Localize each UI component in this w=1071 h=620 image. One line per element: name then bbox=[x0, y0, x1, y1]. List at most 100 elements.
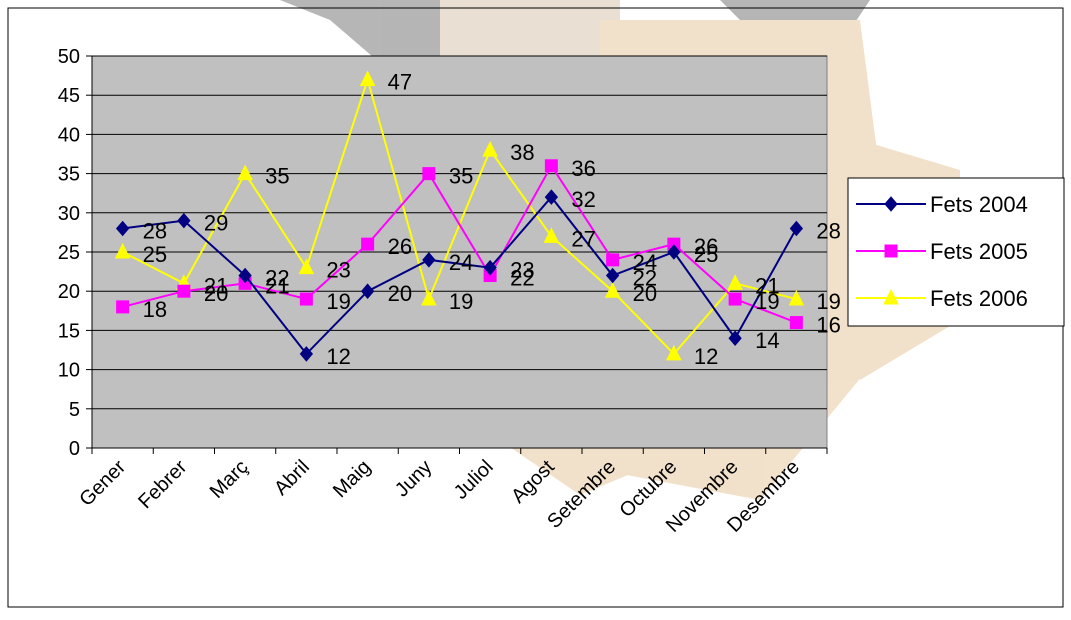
legend-label: Fets 2004 bbox=[930, 192, 1028, 217]
data-label: 12 bbox=[326, 344, 350, 369]
data-label: 18 bbox=[143, 297, 167, 322]
x-tick-label: Febrer bbox=[134, 456, 191, 513]
data-label: 25 bbox=[694, 242, 718, 267]
legend-entry: Fets 2006 bbox=[856, 286, 1028, 311]
y-tick-label: 50 bbox=[58, 46, 80, 68]
data-label: 19 bbox=[449, 289, 473, 314]
data-point-triangle bbox=[727, 274, 743, 290]
data-label: 12 bbox=[694, 344, 718, 369]
data-point-triangle bbox=[421, 289, 437, 306]
plot-area bbox=[91, 55, 828, 449]
x-tick-label: Març bbox=[206, 456, 253, 503]
series-fets-2005 bbox=[116, 159, 803, 330]
data-label: 28 bbox=[816, 218, 840, 243]
data-label: 25 bbox=[143, 242, 167, 267]
data-point-diamond bbox=[789, 220, 804, 237]
data-point-triangle bbox=[298, 258, 315, 275]
data-point-triangle bbox=[604, 282, 621, 298]
series-fets-2004 bbox=[115, 189, 804, 362]
data-label: 19 bbox=[755, 289, 779, 314]
data-label: 22 bbox=[265, 266, 289, 291]
data-label: 19 bbox=[326, 289, 350, 314]
y-tick-label: 5 bbox=[69, 399, 80, 421]
data-point-diamond bbox=[115, 220, 130, 237]
data-point-triangle bbox=[543, 227, 560, 243]
data-point-triangle bbox=[883, 288, 899, 305]
data-point-square bbox=[116, 300, 130, 314]
data-label: 21 bbox=[204, 273, 228, 298]
data-label: 20 bbox=[388, 281, 412, 306]
y-tick-label: 45 bbox=[58, 85, 80, 107]
x-tick-label: Juliol bbox=[450, 456, 498, 504]
data-point-diamond bbox=[728, 330, 742, 347]
data-point-triangle bbox=[788, 289, 805, 306]
data-label: 19 bbox=[816, 289, 840, 314]
data-label: 16 bbox=[816, 313, 840, 338]
y-tick-label: 15 bbox=[58, 320, 80, 342]
y-tick-label: 20 bbox=[58, 281, 80, 303]
data-label: 27 bbox=[571, 226, 595, 251]
data-point-diamond bbox=[422, 252, 436, 268]
data-point-triangle bbox=[114, 242, 131, 259]
data-label: 36 bbox=[571, 156, 595, 181]
data-label: 20 bbox=[633, 281, 657, 306]
data-label: 26 bbox=[388, 234, 412, 259]
data-point-diamond bbox=[177, 212, 191, 229]
data-point-diamond bbox=[667, 244, 681, 260]
data-point-diamond bbox=[483, 259, 497, 276]
x-tick-label: Abril bbox=[270, 456, 314, 500]
series-line bbox=[122, 195, 798, 356]
data-label: 26 bbox=[694, 234, 718, 259]
y-tick-label: 25 bbox=[58, 242, 80, 264]
legend-entry: Fets 2004 bbox=[856, 192, 1028, 217]
data-point-square bbox=[544, 159, 558, 173]
data-point-triangle bbox=[482, 140, 498, 157]
data-label: 28 bbox=[143, 218, 167, 243]
x-tick-label: Maig bbox=[329, 456, 375, 502]
y-tick-label: 10 bbox=[58, 360, 80, 382]
data-point-diamond bbox=[544, 189, 559, 205]
data-label: 21 bbox=[265, 273, 289, 298]
data-point-square bbox=[177, 284, 191, 298]
legend-label: Fets 2005 bbox=[930, 239, 1028, 264]
y-tick-label: 0 bbox=[69, 438, 80, 460]
data-point-square bbox=[884, 244, 898, 258]
data-label: 23 bbox=[326, 258, 350, 283]
data-label: 32 bbox=[571, 187, 595, 212]
data-point-diamond bbox=[238, 267, 252, 284]
data-label: 21 bbox=[755, 273, 779, 298]
data-label: 38 bbox=[510, 140, 534, 165]
data-point-square bbox=[606, 253, 620, 267]
x-tick-label: Gener bbox=[75, 456, 130, 511]
data-label: 47 bbox=[388, 70, 412, 95]
data-point-diamond bbox=[605, 267, 620, 284]
data-point-square bbox=[789, 316, 803, 330]
data-label: 35 bbox=[265, 164, 289, 189]
data-label: 24 bbox=[449, 250, 473, 275]
legend-entry: Fets 2005 bbox=[856, 239, 1028, 264]
data-point-square bbox=[728, 292, 742, 306]
data-label: 14 bbox=[755, 328, 779, 353]
x-tick-label: Juny bbox=[391, 456, 436, 501]
data-label: 29 bbox=[204, 211, 228, 236]
data-point-square bbox=[422, 167, 436, 181]
data-label: 22 bbox=[510, 266, 534, 291]
data-point-square bbox=[299, 292, 313, 306]
data-label: 24 bbox=[633, 250, 657, 275]
y-tick-label: 35 bbox=[58, 164, 80, 186]
data-label: 23 bbox=[510, 258, 534, 283]
data-label: 22 bbox=[633, 266, 657, 291]
series-layer bbox=[114, 70, 805, 362]
data-label: 20 bbox=[204, 281, 228, 306]
data-point-diamond bbox=[299, 346, 314, 362]
data-point-triangle bbox=[666, 344, 682, 361]
data-point-diamond bbox=[884, 196, 898, 212]
data-point-diamond bbox=[360, 283, 375, 299]
y-tick-label: 40 bbox=[58, 124, 80, 146]
legend: Fets 2004 Fets 2005 Fets 2006 bbox=[847, 177, 1065, 327]
y-tick-label: 30 bbox=[58, 203, 80, 225]
data-point-triangle bbox=[359, 70, 376, 87]
